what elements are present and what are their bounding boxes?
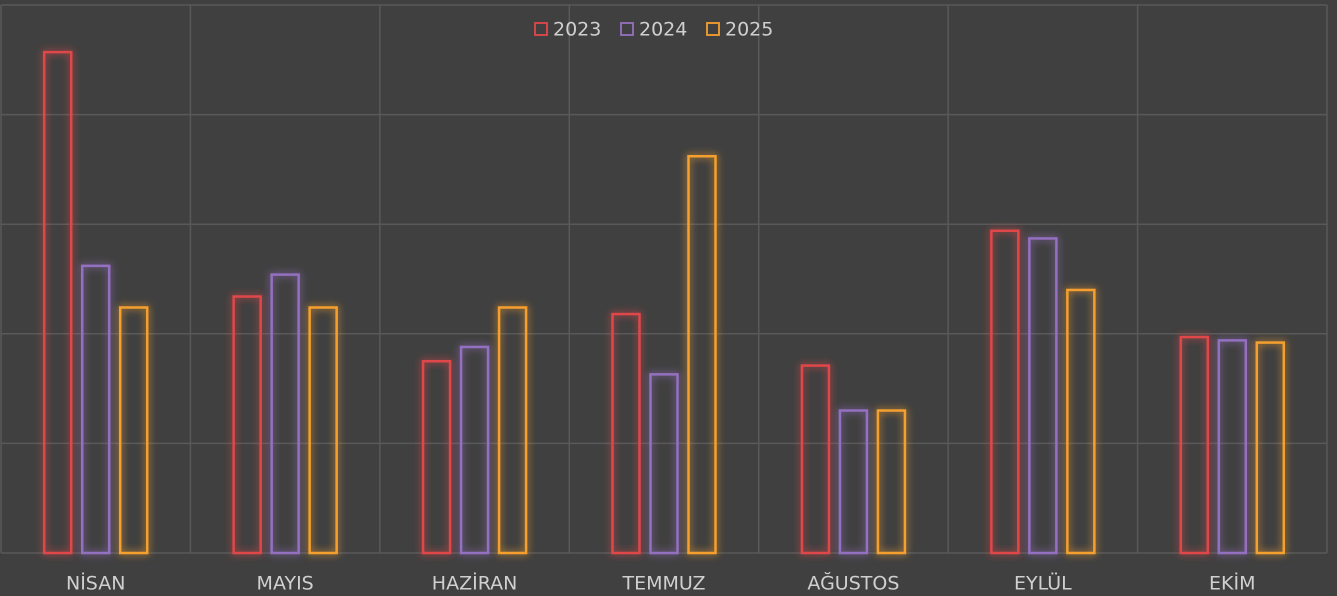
bar	[421, 359, 452, 555]
bar	[1179, 335, 1210, 555]
bar	[42, 50, 73, 555]
legend-label: 2024	[639, 19, 687, 41]
x-tick-label: EYLÜL	[1014, 572, 1072, 595]
bar	[990, 229, 1020, 555]
bar	[611, 312, 641, 555]
x-tick-label: HAZİRAN	[432, 572, 518, 595]
bar	[118, 306, 149, 555]
legend-swatch	[534, 22, 548, 36]
bar	[270, 273, 300, 555]
x-tick-label: EKİM	[1209, 572, 1255, 595]
bar	[1255, 341, 1286, 555]
x-tick-label: TEMMUZ	[622, 573, 706, 595]
x-tick-label: AĞUSTOS	[807, 571, 899, 595]
bar	[687, 154, 717, 555]
bar	[80, 264, 111, 555]
x-tick-label: NİSAN	[66, 572, 125, 595]
legend-label: 2025	[725, 19, 773, 41]
legend-swatch	[706, 22, 720, 36]
x-tick-label: MAYIS	[257, 573, 314, 595]
bar	[876, 409, 907, 555]
legend-label: 2023	[553, 19, 601, 41]
bar	[838, 409, 869, 555]
bar	[459, 345, 490, 555]
bar	[800, 364, 831, 555]
bar	[308, 306, 338, 555]
bar	[1217, 339, 1248, 555]
legend-swatch	[620, 22, 634, 36]
bar	[649, 373, 679, 555]
bar	[1066, 288, 1096, 555]
bar	[497, 306, 528, 555]
bar	[1028, 237, 1058, 555]
bar	[232, 295, 262, 555]
